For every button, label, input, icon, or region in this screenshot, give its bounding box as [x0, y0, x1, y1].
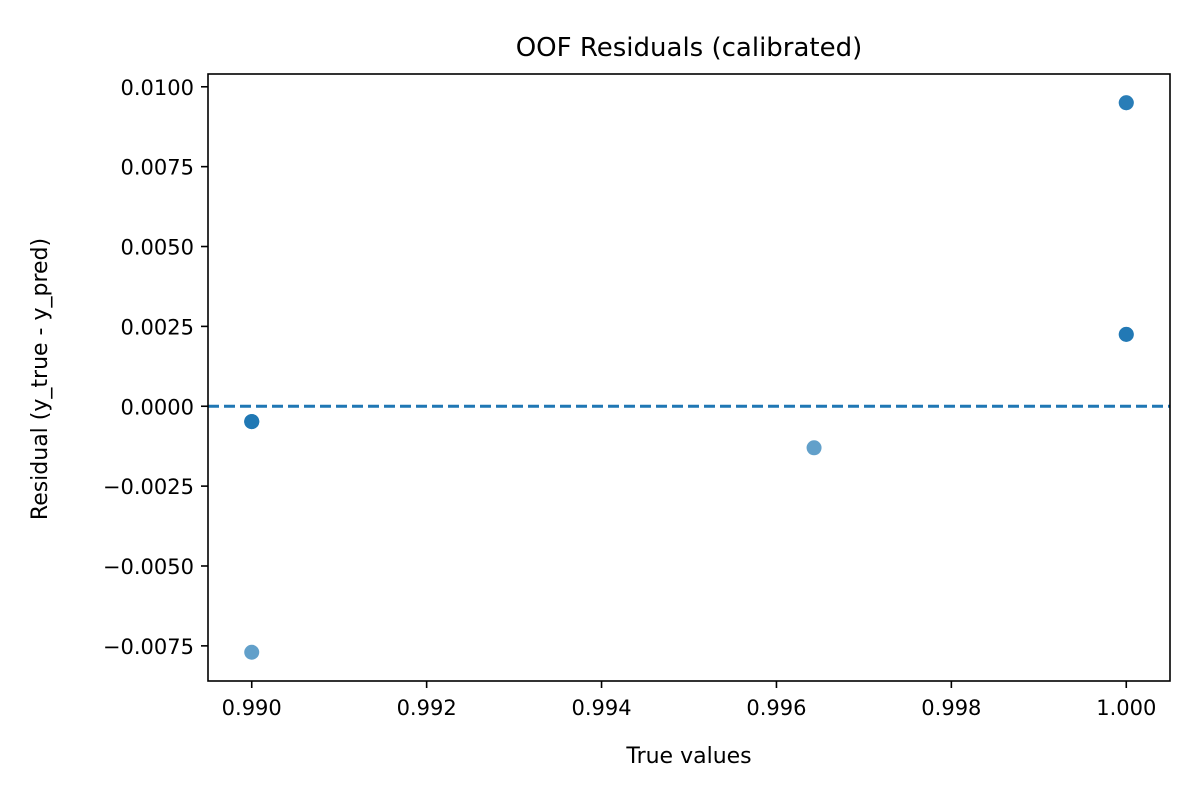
x-tick-label: 0.994 [571, 696, 631, 720]
plot-frame [207, 73, 1171, 682]
chart-title: OOF Residuals (calibrated) [516, 33, 863, 63]
y-tick-label: −0.0075 [103, 635, 194, 659]
y-axis-label: Residual (y_true - y_pred) [28, 238, 53, 520]
x-tick-label: 1.000 [1096, 696, 1156, 720]
y-tick-label: 0.0025 [121, 315, 194, 339]
x-axis-label: True values [625, 744, 751, 769]
y-tick-label: 0.0075 [121, 156, 194, 180]
x-tick-label: 0.998 [921, 696, 981, 720]
y-tick-label: 0.0000 [121, 395, 194, 419]
data-point [244, 644, 260, 660]
y-tick-label: −0.0025 [103, 475, 194, 499]
y-tick-label: −0.0050 [103, 555, 194, 579]
data-point [1118, 326, 1134, 342]
data-points-layer [244, 95, 1134, 660]
x-tick-label: 0.996 [746, 696, 806, 720]
y-tick-label: 0.0050 [121, 236, 194, 260]
x-tick-label: 0.990 [222, 696, 282, 720]
data-point [806, 440, 822, 456]
data-point [244, 414, 260, 430]
axes-layer: 0.990 0.992 0.994 0.996 0.998 1.000 0.0100 0.00… [103, 73, 1171, 720]
x-tick-label: 0.992 [397, 696, 457, 720]
data-point [1118, 95, 1134, 111]
y-tick-label: 0.0100 [121, 76, 194, 100]
